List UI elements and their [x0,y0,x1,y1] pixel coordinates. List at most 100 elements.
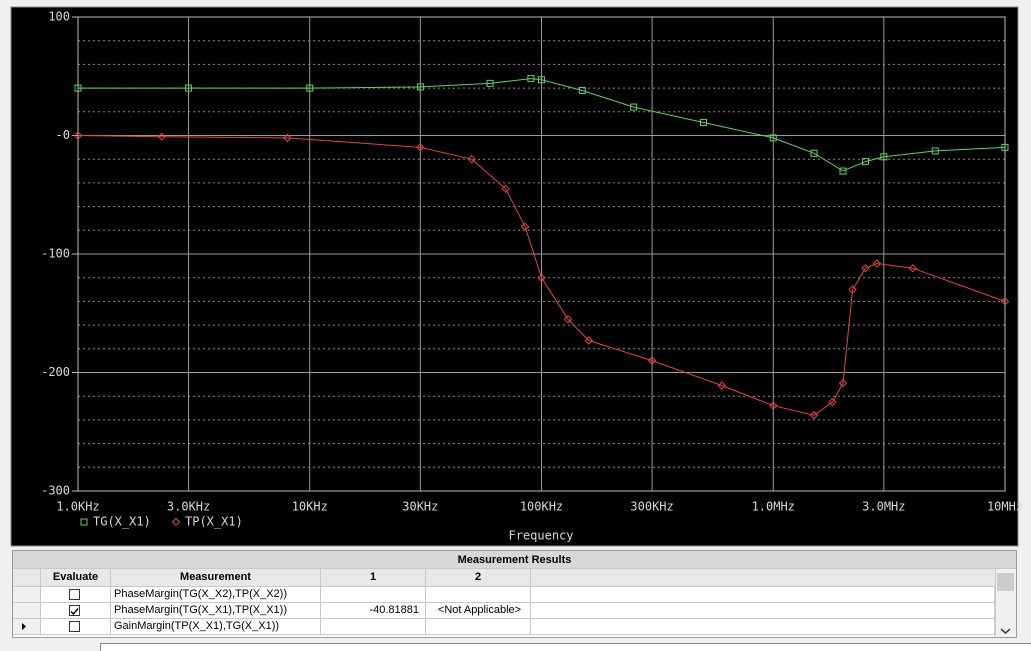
table-cell [531,587,996,602]
marker [880,153,888,161]
marker [1000,297,1010,306]
marker [486,79,494,87]
marker [501,184,510,194]
measurement-table: Measurement Results Evaluate Measurement 1… [12,550,1017,638]
column-header: 1 [321,569,426,586]
marker [769,134,777,142]
y-tick-label: 100 [48,10,70,24]
table-row: PhaseMargin(TG(X_X1),TP(X_X1)) -40.81881 <… [13,603,996,619]
marker [416,83,424,91]
table-cell [531,603,996,618]
marker [809,410,819,420]
legend-entry: TG(X_X1) [80,515,151,529]
scroll-arrows [997,573,1014,635]
check-mark [70,608,79,616]
marker [185,84,193,92]
marker [520,222,530,231]
table-row: PhaseMargin(TG(X_X2),TP(X_X2)) [13,587,996,603]
column-header: Evaluate [41,569,111,586]
row-header [13,603,41,618]
column-header: 2 [426,569,531,586]
legend-symbol [171,517,181,527]
marker [861,264,870,273]
x-tick-label: 100KHz [520,500,563,514]
scrollbar[interactable] [994,569,1016,637]
x-tick-label: 10KHz [292,500,328,514]
x-tick-label: 3.0MHz [862,500,905,514]
header-row: Evaluate Measurement 1 2 [13,569,996,587]
status-bar [100,643,1031,651]
marker [467,154,476,164]
chart: Frequency 100 -0 -100 -200 -300 1.0KHz 3.0KHz 1… [10,6,1023,547]
marker [769,401,778,410]
x-tick-label: 3.0KHz [167,500,210,514]
checkbox[interactable] [69,589,80,600]
table-cell: -40.81881 [321,603,426,618]
y-tick-label: -0 [56,128,70,142]
series-line [78,78,1006,172]
marker [306,84,314,92]
evaluate-cell [41,587,111,602]
y-tick-label: -200 [41,365,70,379]
table-cell [321,619,426,634]
row-header [13,619,41,634]
marker [848,285,857,294]
marker [630,103,638,111]
marker [527,75,535,83]
legend-entry: TP(X_X1) [171,515,243,529]
marker [563,314,573,324]
table-cell: GainMargin(TP(X_X1),TG(X_X1)) [111,619,321,634]
x-axis-title: Frequency [508,529,573,543]
marker [73,131,83,140]
x-tick-label: 300KHz [630,500,673,514]
marker [74,84,82,92]
marker [283,133,292,143]
y-tick-label: -300 [41,484,70,498]
y-tick-label: -100 [41,247,70,261]
table-row: GainMargin(TP(X_X1),TG(X_X1)) [13,619,996,635]
table-title: Measurement Results [13,551,1016,569]
marker [699,118,707,126]
legend-label: TP(X_X1) [185,515,243,529]
plot-frame [77,16,1006,492]
plot-window [10,6,1019,547]
marker [861,158,869,166]
marker [416,143,425,152]
table-cell [531,619,996,634]
table-cell: PhaseMargin(TG(X_X2),TP(X_X2)) [111,587,321,602]
x-tick-label: 10MHz [987,500,1023,514]
series-line [77,135,1006,416]
marker [538,76,545,84]
marker [1001,143,1009,151]
marker [931,147,939,155]
marker [717,381,727,390]
table-cell [321,587,426,602]
checkbox[interactable] [69,605,80,616]
legend-label: TG(X_X1) [93,515,151,529]
marker [872,259,882,268]
marker [828,397,837,407]
column-header [13,569,41,586]
column-header: Measurement [111,569,321,586]
legend-symbol [80,518,88,526]
marker [537,273,546,282]
x-tick-label: 30KHz [402,500,438,514]
marker [810,149,818,157]
x-tick-label: 1.0KHz [56,500,99,514]
table-cell: PhaseMargin(TG(X_X1),TP(X_X1)) [111,603,321,618]
marker [839,167,847,175]
evaluate-cell [41,603,111,618]
table-cell [426,587,531,602]
marker [908,264,917,273]
x-tick-label: 1.0MHz [752,500,795,514]
marker [157,132,167,141]
marker [584,336,594,345]
table-cell [426,619,531,634]
table-cell: <Not Applicable> [426,603,531,618]
evaluate-cell [41,619,111,634]
marker [838,378,848,388]
marker [647,356,657,365]
column-header [531,569,996,586]
checkbox[interactable] [69,621,80,632]
